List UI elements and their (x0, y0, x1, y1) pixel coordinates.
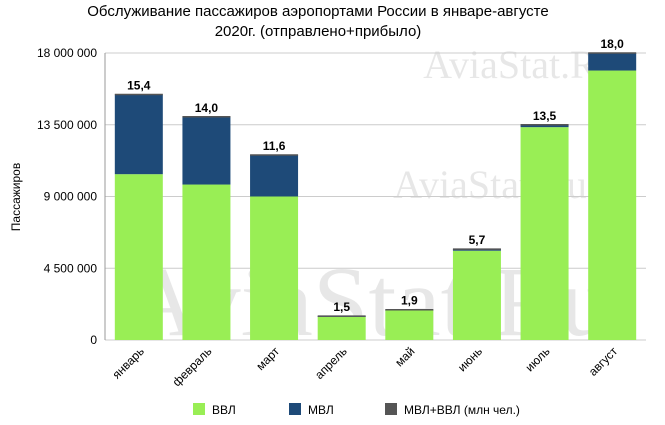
bars (114, 52, 637, 341)
y-tick-label: 4 500 000 (44, 261, 98, 275)
y-axis-label: Пассажиров (9, 163, 23, 231)
legend-item-total: МВЛ+ВВЛ (млн чел.) (385, 403, 520, 417)
y-tick-label: 0 (90, 333, 97, 347)
data-labels: 15,4 14,0 11,6 1,5 1,9 5,7 13,5 18,0 (127, 37, 624, 314)
y-tick-label: 9 000 000 (44, 190, 98, 204)
data-label-3: 1,5 (333, 300, 350, 314)
legend-item-mvl: МВЛ (289, 403, 334, 417)
bar-vvl-4 (385, 310, 434, 340)
data-label-1: 14,0 (195, 101, 219, 115)
bar-vvl-5 (452, 250, 501, 340)
data-label-2: 11,6 (263, 139, 286, 153)
data-label-7: 18,0 (601, 37, 625, 51)
watermark-top: AviaStat.Ru (423, 42, 617, 87)
bar-mvl-1 (182, 116, 231, 185)
bar-mvl-5 (452, 249, 501, 251)
data-label-0: 15,4 (127, 78, 151, 92)
legend-swatch-mvl (289, 403, 301, 415)
bar-vvl-3 (317, 316, 366, 340)
bar-mvl-6 (520, 124, 569, 128)
legend-label-vvl: ВВЛ (212, 403, 236, 417)
legend-swatch-vvl (193, 403, 205, 415)
data-label-4: 1,9 (401, 294, 418, 308)
legend: ВВЛ МВЛ МВЛ+ВВЛ (млн чел.) (193, 403, 520, 417)
legend-swatch-total (385, 403, 397, 415)
y-ticks: 0 4 500 000 9 000 000 13 500 000 18 000 000 (37, 46, 97, 347)
y-tick-label: 18 000 000 (37, 46, 97, 60)
bar-vvl-6 (520, 127, 569, 341)
data-label-5: 5,7 (469, 233, 486, 247)
bar-vvl-1 (182, 184, 231, 340)
data-label-6: 13,5 (533, 109, 557, 123)
bar-vvl-0 (114, 174, 163, 340)
bar-mvl-2 (250, 155, 299, 197)
legend-label-mvl: МВЛ (308, 403, 334, 417)
chart-title-line-2: 2020г. (отправлено+прибыло) (215, 23, 422, 40)
chart-title-line-1: Обслуживание пассажиров аэропортами Росс… (87, 3, 548, 20)
legend-item-vvl: ВВЛ (193, 403, 236, 417)
bar-vvl-7 (588, 70, 637, 341)
bar-mvl-0 (114, 94, 163, 175)
legend-label-total: МВЛ+ВВЛ (млн чел.) (404, 403, 520, 417)
y-tick-label: 13 500 000 (37, 118, 97, 132)
bar-mvl-7 (588, 53, 637, 71)
bar-vvl-2 (250, 196, 299, 340)
